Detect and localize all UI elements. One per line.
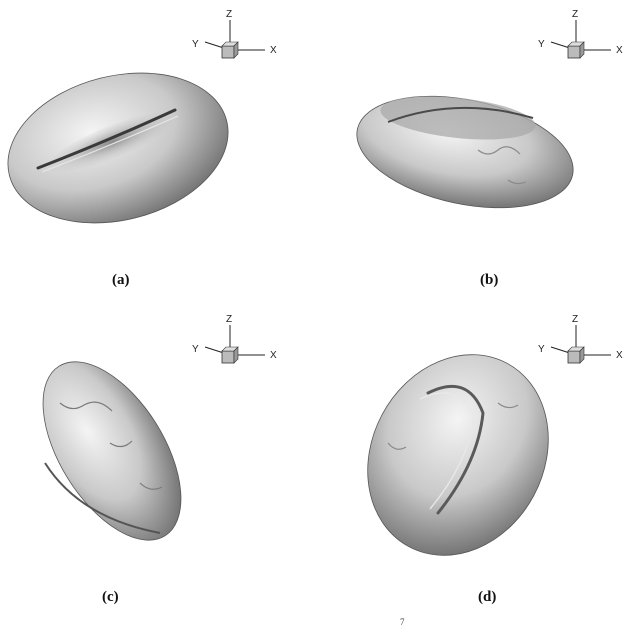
- axis-y-label: Y: [192, 344, 199, 355]
- axis-x-label: X: [616, 350, 623, 361]
- panel-c: Z Y X (c): [0, 313, 317, 626]
- cell-shape-b: [356, 95, 574, 209]
- panel-a: Z Y X (a): [0, 0, 317, 313]
- panel-b-label: (b): [480, 272, 499, 288]
- panel-c-label: (c): [102, 589, 119, 605]
- panel-a-label: (a): [112, 272, 130, 288]
- panel-d: Z Y X (d): [318, 313, 635, 626]
- axis-triad: Z Y X: [538, 9, 623, 59]
- axis-z-label: Z: [572, 314, 578, 325]
- cell-shape-c: [42, 361, 182, 541]
- panel-b: Z Y X (b): [318, 0, 635, 313]
- cell-shape-a: [7, 72, 229, 224]
- axis-triad: Z Y X: [538, 314, 623, 364]
- axis-y-label: Y: [538, 39, 545, 50]
- page-mark: 7: [400, 617, 405, 627]
- panel-c-figure: Z Y X: [42, 314, 277, 541]
- axis-z-label: Z: [226, 314, 232, 325]
- panel-d-label: (d): [478, 589, 497, 605]
- axis-y-label: Y: [192, 39, 199, 50]
- panel-b-figure: Z Y X: [356, 9, 623, 209]
- cell-shape-d: [367, 354, 549, 556]
- axis-triad: Z Y X: [192, 9, 277, 59]
- axis-y-label: Y: [538, 344, 545, 355]
- panel-d-figure: Z Y X: [367, 314, 623, 556]
- axis-triad: Z Y X: [192, 314, 277, 364]
- axis-x-label: X: [270, 350, 277, 361]
- axis-x-label: X: [616, 45, 623, 56]
- axis-x-label: X: [270, 45, 277, 56]
- axis-z-label: Z: [572, 9, 578, 20]
- panel-a-figure: Z Y X: [7, 9, 277, 224]
- axis-z-label: Z: [226, 9, 232, 20]
